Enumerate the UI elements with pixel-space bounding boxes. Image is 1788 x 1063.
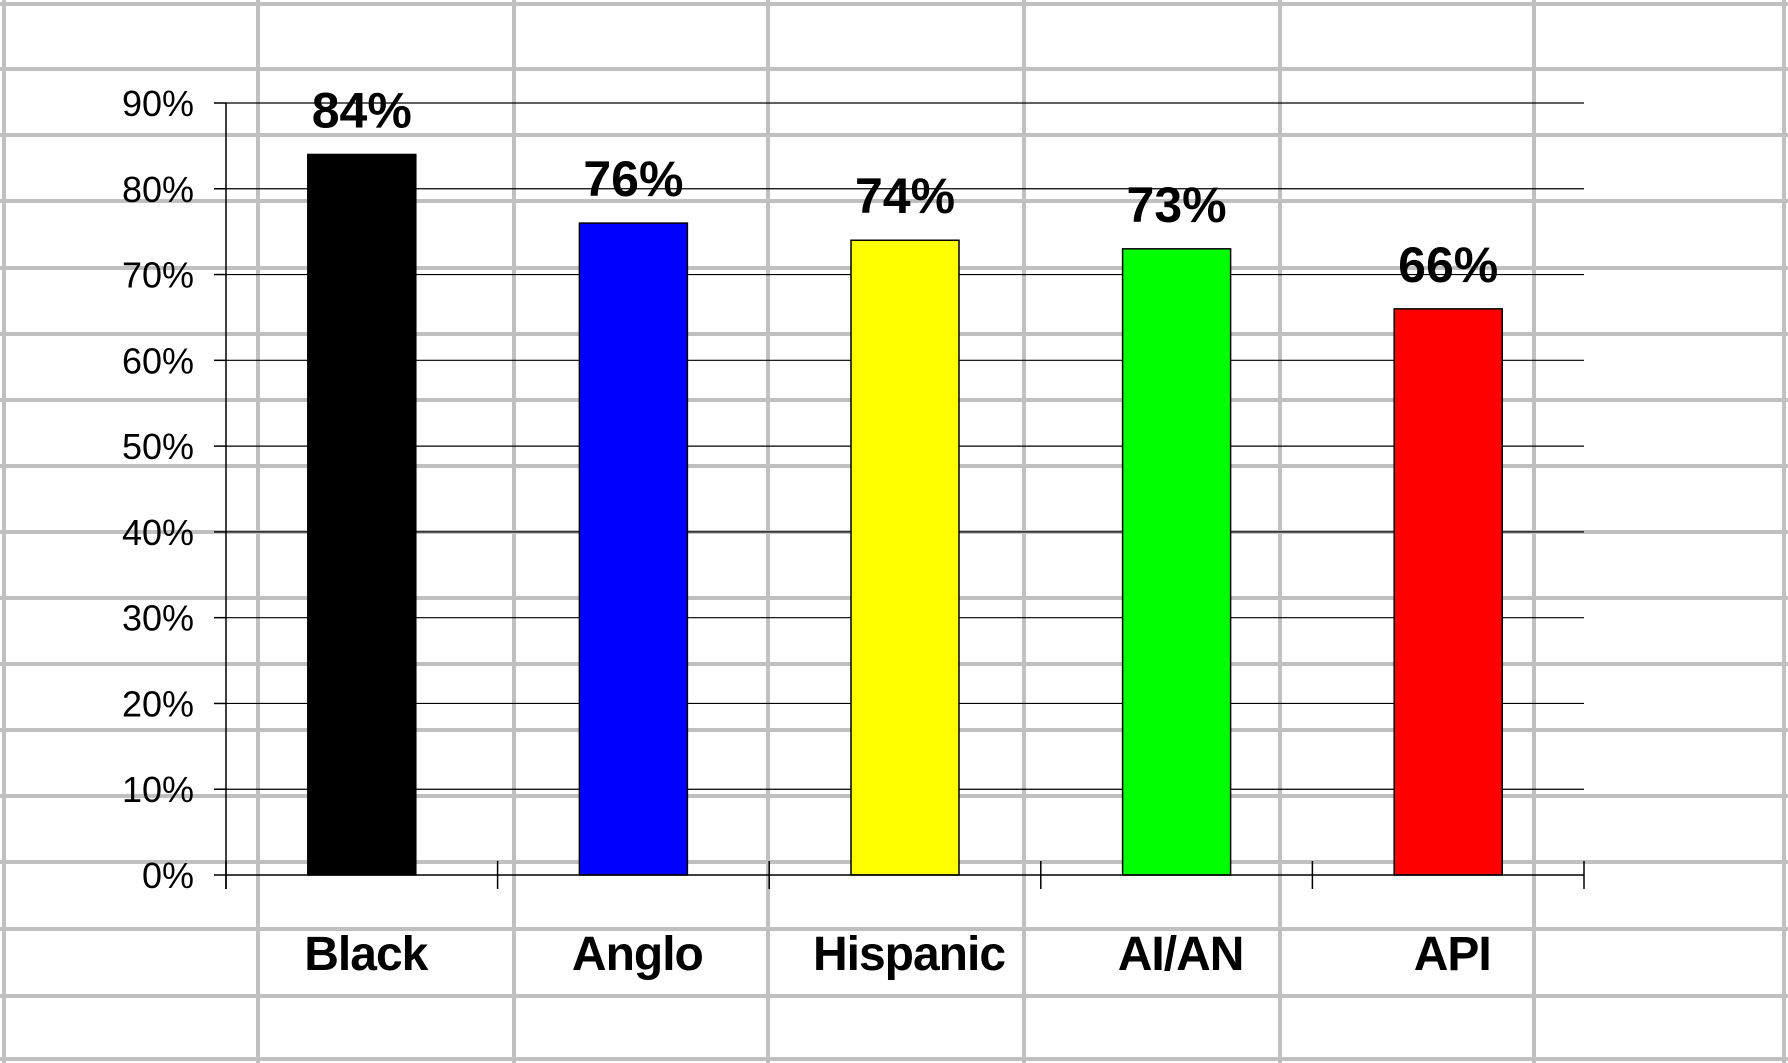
bar-hispanic: [850, 239, 960, 876]
data-label-ai-an: 73%: [1127, 177, 1227, 233]
x-category-label-api: API: [1414, 928, 1491, 981]
data-labels: 84% 76% 74% 73% 66%: [312, 82, 1498, 292]
y-tick-label-7: 70%: [122, 255, 194, 296]
data-label-api: 66%: [1398, 237, 1498, 293]
data-label-anglo: 76%: [583, 151, 683, 207]
bar-ai-an: [1121, 248, 1232, 876]
data-label-hispanic: 74%: [855, 168, 955, 224]
y-tick-label-8: 80%: [122, 169, 194, 210]
y-tick-label-6: 60%: [122, 340, 194, 381]
y-tick-label-5: 50%: [122, 426, 194, 467]
x-category-label-black: Black: [304, 928, 428, 981]
x-category-label-ai-an: AI/AN: [1118, 928, 1244, 981]
y-tick-label-4: 40%: [122, 512, 194, 553]
y-tick-labels: 0% 10% 20% 30% 40% 50% 60% 70% 80% 90%: [122, 83, 194, 896]
y-tick-label-2: 20%: [122, 683, 194, 724]
category-labels: Black Anglo Hispanic AI/AN API: [304, 928, 1491, 981]
bar-black: [307, 153, 417, 876]
data-label-black: 84%: [312, 82, 412, 138]
x-category-label-hispanic: Hispanic: [813, 928, 1005, 981]
bars: [307, 153, 1503, 876]
bar-api: [1393, 308, 1503, 876]
x-category-label-anglo: Anglo: [572, 928, 703, 981]
axes: [214, 102, 1585, 889]
bar-anglo: [578, 222, 689, 876]
y-tick-label-9: 90%: [122, 83, 194, 124]
y-tick-label-1: 10%: [122, 769, 194, 810]
y-tick-label-3: 30%: [122, 598, 194, 639]
y-tick-label-0: 0%: [142, 855, 194, 896]
